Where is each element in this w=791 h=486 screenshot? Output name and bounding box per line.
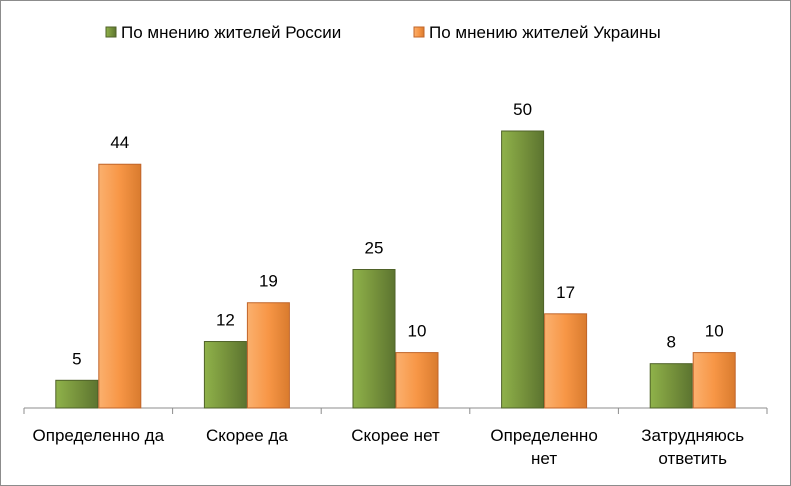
bar-russia-3 bbox=[501, 130, 545, 409]
data-label: 50 bbox=[513, 100, 532, 119]
category-label: Определенно нет bbox=[490, 426, 597, 468]
data-label: 10 bbox=[705, 322, 724, 341]
legend-swatch-ukraine bbox=[413, 26, 425, 38]
bar-ukraine-1 bbox=[246, 302, 290, 409]
data-labels: 5 44 12 19 25 10 50 17 8 10 bbox=[72, 100, 724, 368]
category-label: Скорее нет bbox=[351, 426, 440, 445]
bar-russia-1 bbox=[203, 341, 247, 409]
bars bbox=[55, 130, 736, 409]
category-label: Затрудняюсь ответить bbox=[641, 426, 744, 468]
category-label: Определенно да bbox=[33, 426, 165, 445]
category-labels: Определенно да Скорее да Скорее нет Определ… bbox=[33, 426, 745, 468]
bar-ukraine-0 bbox=[98, 163, 142, 409]
bar-ukraine-2 bbox=[395, 352, 439, 409]
data-label: 19 bbox=[259, 272, 278, 291]
bar-russia-4 bbox=[649, 363, 693, 409]
data-label: 17 bbox=[556, 283, 575, 302]
category-label: Скорее да bbox=[206, 426, 288, 445]
x-axis bbox=[23, 407, 768, 414]
data-label: 8 bbox=[666, 333, 675, 352]
legend: По мнению жителей России По мнению жителе… bbox=[105, 23, 661, 42]
bar-russia-0 bbox=[55, 379, 99, 409]
data-label: 5 bbox=[72, 349, 81, 368]
bar-russia-2 bbox=[352, 269, 396, 409]
bar-ukraine-4 bbox=[692, 352, 736, 409]
legend-label-ukraine: По мнению жителей Украины bbox=[429, 23, 661, 42]
data-label: 10 bbox=[408, 322, 427, 341]
bar-ukraine-3 bbox=[544, 313, 588, 409]
legend-swatch-russia bbox=[105, 26, 117, 38]
data-label: 25 bbox=[365, 239, 384, 258]
legend-label-russia: По мнению жителей России bbox=[121, 23, 341, 42]
data-label: 44 bbox=[110, 133, 129, 152]
data-label: 12 bbox=[216, 311, 235, 330]
